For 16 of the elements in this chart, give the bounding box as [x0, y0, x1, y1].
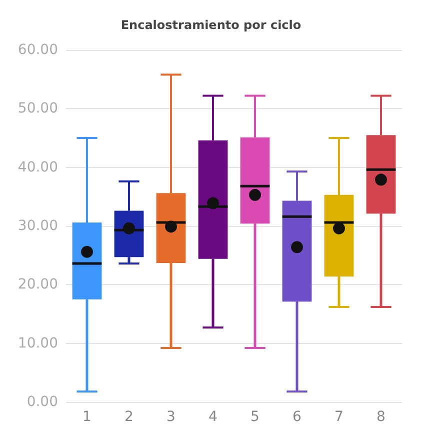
x-tick-label: 2	[124, 409, 134, 425]
y-tick-label: 20.00	[18, 276, 58, 293]
y-tick-label: 30.00	[18, 218, 58, 234]
y-tick-label: 40.00	[18, 159, 58, 176]
x-tick-label: 3	[166, 409, 176, 425]
x-tick-label: 1	[82, 409, 92, 425]
y-tick-label: 60.00	[18, 42, 58, 58]
chart-title: Encalostramiento por ciclo	[120, 18, 302, 32]
x-tick-label: 7	[334, 409, 344, 425]
x-tick-label: 4	[208, 409, 218, 425]
y-tick-label: 0.00	[26, 394, 58, 410]
x-tick-label: 5	[250, 409, 260, 425]
y-tick-label: 10.00	[18, 335, 58, 352]
x-tick-label: 6	[292, 409, 302, 425]
y-tick-label: 50.00	[18, 100, 58, 117]
x-tick-label: 8	[376, 409, 386, 425]
